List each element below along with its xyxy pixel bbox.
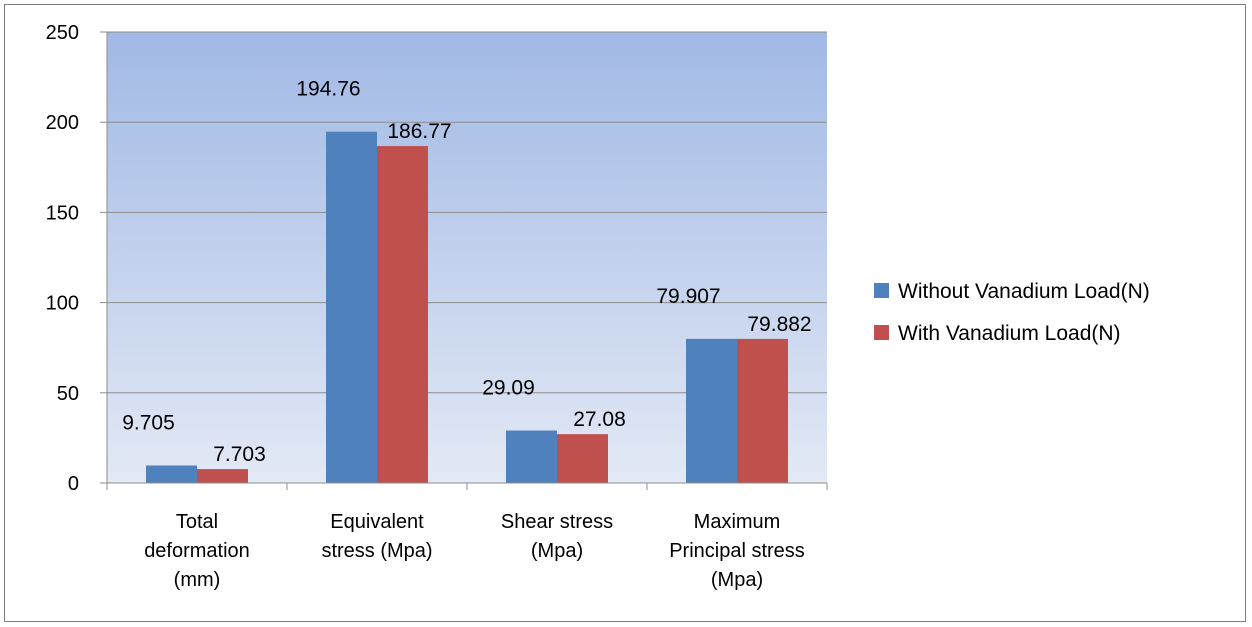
axes: 0 50 100 150 200 250 Total deformation (mm) Equiv… bbox=[46, 22, 828, 591]
data-label: 7.703 bbox=[213, 443, 266, 466]
y-tick-label: 100 bbox=[46, 293, 79, 315]
chart-frame bbox=[4, 4, 1246, 622]
bar bbox=[146, 465, 197, 483]
category-label-line: Maximum bbox=[694, 511, 781, 533]
y-tick-label: 0 bbox=[68, 473, 79, 495]
category-label-line: deformation bbox=[144, 540, 250, 562]
legend: Without Vanadium Load(N) With Vanadium Lo… bbox=[874, 280, 1150, 345]
category-label: Total deformation (mm) bbox=[144, 511, 250, 591]
category-label-line: (Mpa) bbox=[711, 569, 763, 591]
legend-label: Without Vanadium Load(N) bbox=[898, 280, 1150, 303]
legend-label: With Vanadium Load(N) bbox=[898, 322, 1121, 345]
data-labels: 9.705 7.703 194.76 186.77 29.09 27.08 79.907 79… bbox=[122, 78, 811, 466]
data-label: 79.907 bbox=[656, 285, 720, 308]
category-label-line: Principal stress bbox=[669, 540, 805, 562]
legend-swatch bbox=[874, 325, 889, 340]
bar bbox=[506, 430, 557, 483]
data-label: 186.77 bbox=[387, 120, 451, 143]
data-label: 9.705 bbox=[122, 411, 175, 434]
category-label-line: Total bbox=[176, 511, 218, 533]
y-tick-label: 250 bbox=[46, 22, 79, 44]
category-label-line: stress (Mpa) bbox=[321, 540, 432, 562]
bar bbox=[686, 338, 737, 483]
bar bbox=[737, 338, 788, 483]
category-label: Equivalent stress (Mpa) bbox=[321, 511, 432, 562]
data-label: 79.882 bbox=[747, 313, 811, 336]
category-label-line: (mm) bbox=[174, 569, 221, 591]
category-label-line: (Mpa) bbox=[531, 540, 583, 562]
bars bbox=[146, 131, 788, 483]
bar bbox=[377, 146, 428, 483]
bar bbox=[557, 434, 608, 483]
legend-swatch bbox=[874, 283, 889, 298]
data-label: 29.09 bbox=[482, 377, 535, 400]
category-label: Shear stress (Mpa) bbox=[501, 511, 613, 562]
category-label-line: Shear stress bbox=[501, 511, 613, 533]
y-tick-label: 200 bbox=[46, 112, 79, 134]
data-label: 194.76 bbox=[296, 78, 360, 101]
y-tick-label: 150 bbox=[46, 202, 79, 224]
data-label: 27.08 bbox=[573, 408, 626, 431]
category-label-line: Equivalent bbox=[330, 511, 424, 533]
bar bbox=[197, 469, 248, 483]
category-label: Maximum Principal stress (Mpa) bbox=[669, 511, 805, 591]
bar bbox=[326, 131, 377, 483]
y-tick-label: 50 bbox=[57, 383, 79, 405]
